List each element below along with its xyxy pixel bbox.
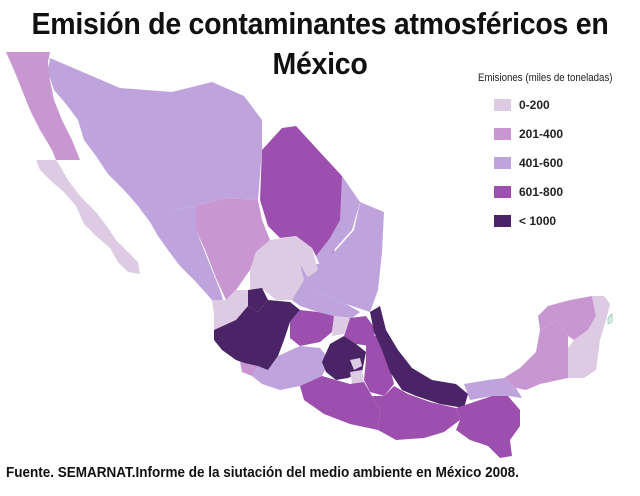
legend-swatch [494,157,511,169]
map-title-line1: Emisión de contaminantes atmosféricos en [31,6,609,41]
legend-item: < 1000 [494,213,638,229]
region-quintana-roo [568,296,610,378]
legend-label: 0-200 [519,98,550,112]
region-san-luis-potosi [292,264,360,318]
region-baja-california-sur [36,160,140,274]
region-michoacan [252,346,330,390]
region-sonora [48,58,172,236]
region-queretaro [332,316,350,336]
legend-label: < 1000 [519,214,557,228]
legend-item: 201-400 [494,126,638,142]
region-baja-california [6,52,80,160]
region-guanajuato [290,310,334,346]
legend: Emisiones (miles de toneladas) 0-200 201… [478,72,638,229]
region-yucatan [538,296,596,340]
legend-item: 601-800 [494,184,638,200]
region-zacatecas [250,236,318,300]
legend-swatch [494,186,511,198]
region-nayarit [212,290,250,330]
legend-item: 0-200 [494,97,638,113]
legend-label: 201-400 [519,127,564,141]
region-puebla [364,330,394,396]
legend-swatch [494,128,511,140]
region-jalisco [214,300,300,370]
region-chiapas [456,396,520,458]
region-oaxaca [372,386,460,440]
source-footnote: Fuente. SEMARNAT.Informe de la siutación… [6,464,519,481]
region-distrito-federal [350,358,362,370]
region-sinaloa [158,206,226,310]
region-tabasco [464,378,522,400]
legend-swatch [494,99,511,111]
region-durango [196,198,270,300]
region-campeche [504,320,568,390]
region-chihuahua [172,82,262,210]
map-title-line2: México [272,46,368,81]
region-cozumel-island [607,313,613,325]
region-veracruz [370,306,468,408]
region-tamaulipas [300,202,384,312]
legend-swatch [494,215,511,227]
legend-item: 401-600 [494,155,638,171]
region-morelos [350,370,364,384]
legend-title: Emisiones (miles de toneladas) [478,72,613,84]
legend-label: 401-600 [519,156,564,170]
region-colima [240,362,258,376]
region-nuevo-leon [316,176,360,270]
region-guerrero [300,376,380,430]
legend-label: 601-800 [519,185,564,199]
